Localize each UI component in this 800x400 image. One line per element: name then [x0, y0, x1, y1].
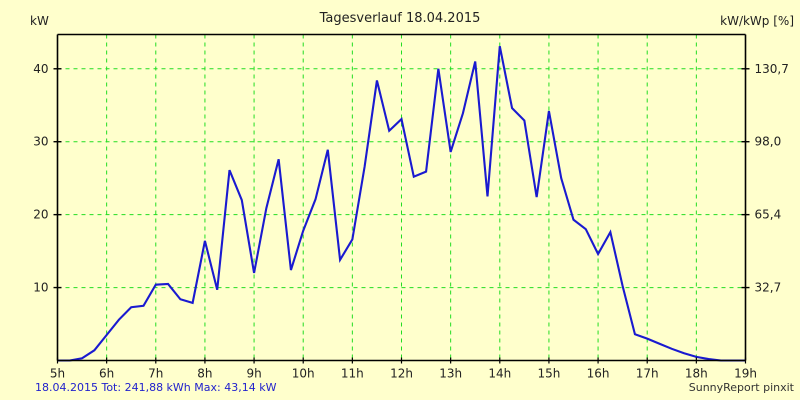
left-axis-unit-label: kW	[30, 14, 49, 28]
right-axis-unit-label: kW/kWp [%]	[720, 14, 794, 28]
x-tick-label: 9h	[246, 367, 261, 381]
x-tick-label: 5h	[50, 367, 65, 381]
x-tick-label: 18h	[685, 367, 708, 381]
plot-frame	[56, 33, 747, 362]
x-tick-label: 19h	[734, 367, 757, 381]
axis-labels-layer: 10 20 30 40 32,7 65,4 98,0 130,7 5h 6h 7h 8h 9h 10h 11…	[33, 62, 789, 381]
power-series-line	[57, 45, 746, 362]
x-tick-label: 12h	[390, 367, 413, 381]
grid-layer	[57, 34, 746, 361]
x-tick-label: 15h	[537, 367, 560, 381]
summary-footer: 18.04.2015 Tot: 241,88 kWh Max: 43,14 kW	[35, 381, 277, 394]
x-tick-label: 16h	[587, 367, 610, 381]
x-tick-label: 7h	[148, 367, 163, 381]
x-tick-label: 8h	[197, 367, 212, 381]
x-tick-label: 13h	[439, 367, 462, 381]
y-tick-label-left: 10	[33, 281, 48, 295]
series-layer	[57, 45, 746, 362]
x-tick-label: 14h	[488, 367, 511, 381]
x-tick-label: 11h	[341, 367, 364, 381]
y-tick-label-right: 65,4	[755, 208, 782, 222]
y-tick-label-right: 32,7	[755, 281, 782, 295]
y-tick-label-left: 20	[33, 208, 48, 222]
x-tick-label: 10h	[292, 367, 315, 381]
y-tick-label-left: 30	[33, 135, 48, 149]
y-tick-label-left: 40	[33, 62, 48, 76]
x-tick-label: 17h	[636, 367, 659, 381]
brand-footer: SunnyReport pinxit	[688, 381, 794, 394]
y-tick-label-right: 98,0	[755, 135, 782, 149]
chart-title: Tagesverlauf 18.04.2015	[319, 11, 481, 26]
x-tick-label: 6h	[99, 367, 114, 381]
y-tick-label-right: 130,7	[755, 62, 789, 76]
axis-ticks-layer	[53, 68, 750, 364]
